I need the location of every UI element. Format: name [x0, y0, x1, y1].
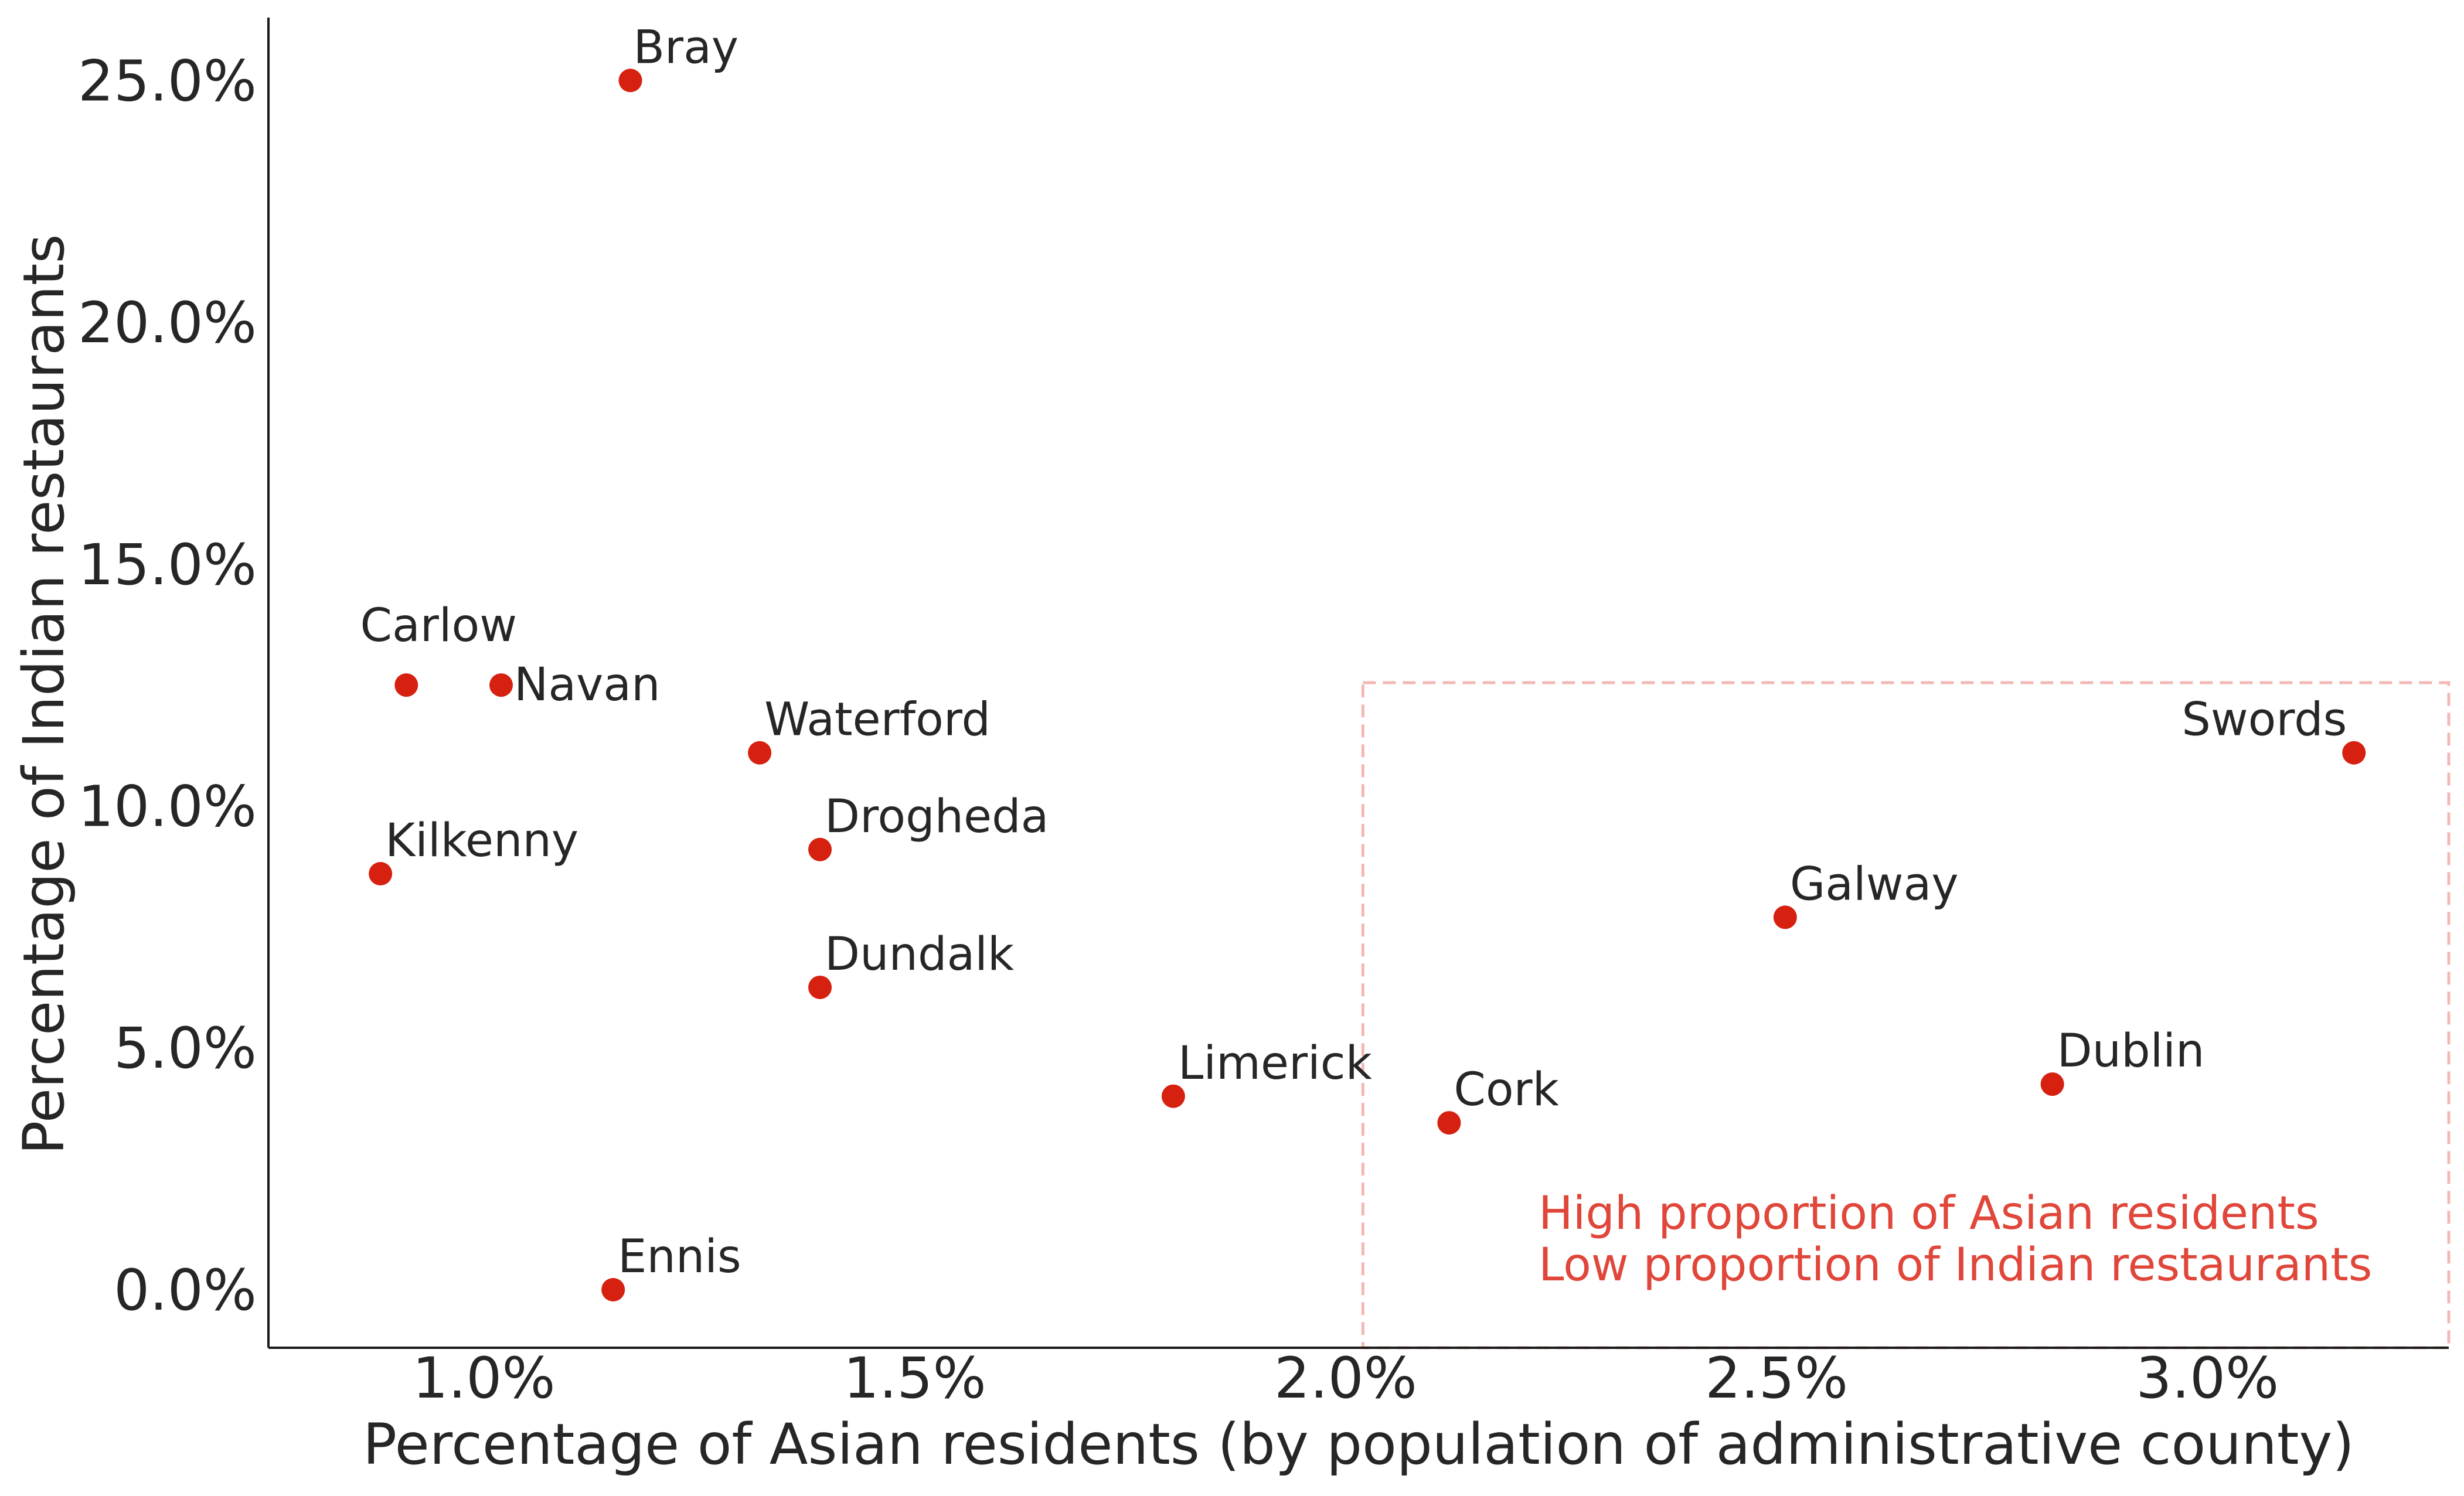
point-navan — [489, 673, 513, 697]
point-label-limerick: Limerick — [1178, 1037, 1372, 1090]
point-label-swords: Swords — [2181, 694, 2347, 747]
point-label-cork: Cork — [1454, 1064, 1558, 1116]
x-tick-label: 2.5% — [1705, 1345, 1848, 1411]
x-tick-label: 3.0% — [2136, 1345, 2279, 1411]
point-label-dublin: Dublin — [2057, 1025, 2205, 1078]
y-tick-label: 15.0% — [78, 532, 257, 598]
point-label-waterford: Waterford — [764, 694, 991, 747]
point-drogheda — [808, 837, 832, 861]
y-axis-label: Percentage of Indian restaurants — [11, 234, 77, 1154]
y-tick-label: 25.0% — [78, 48, 257, 114]
point-label-navan: Navan — [514, 659, 661, 711]
point-carlow — [394, 673, 418, 697]
point-label-drogheda: Drogheda — [825, 790, 1049, 843]
point-cork — [1437, 1111, 1461, 1135]
point-label-carlow: Carlow — [360, 599, 517, 652]
y-tick-label: 10.0% — [78, 773, 257, 839]
point-ennis — [601, 1277, 625, 1301]
point-swords — [2342, 741, 2366, 765]
point-limerick — [1161, 1084, 1185, 1108]
y-tick-label: 0.0% — [114, 1258, 257, 1323]
point-dublin — [2040, 1072, 2064, 1096]
annotation-line-1: High proportion of Asian residents — [1539, 1187, 2319, 1240]
x-tick-label: 2.0% — [1274, 1345, 1417, 1411]
point-galway — [1773, 905, 1797, 929]
annotation-line-2: Low proportion of Indian restaurants — [1539, 1239, 2372, 1291]
point-dundalk — [808, 976, 832, 1000]
point-label-galway: Galway — [1790, 858, 1959, 911]
y-tick-label: 5.0% — [114, 1015, 257, 1081]
x-axis-label: Percentage of Asian residents (by popula… — [363, 1412, 2354, 1477]
point-label-ennis: Ennis — [618, 1231, 741, 1283]
point-label-bray: Bray — [634, 21, 739, 74]
point-waterford — [748, 741, 772, 765]
point-bray — [618, 69, 642, 93]
x-tick-label: 1.5% — [843, 1345, 986, 1411]
point-label-kilkenny: Kilkenny — [385, 815, 578, 867]
point-label-dundalk: Dundalk — [825, 928, 1014, 981]
x-tick-label: 1.0% — [413, 1345, 556, 1411]
y-tick-label: 20.0% — [78, 290, 257, 356]
point-kilkenny — [369, 862, 393, 886]
